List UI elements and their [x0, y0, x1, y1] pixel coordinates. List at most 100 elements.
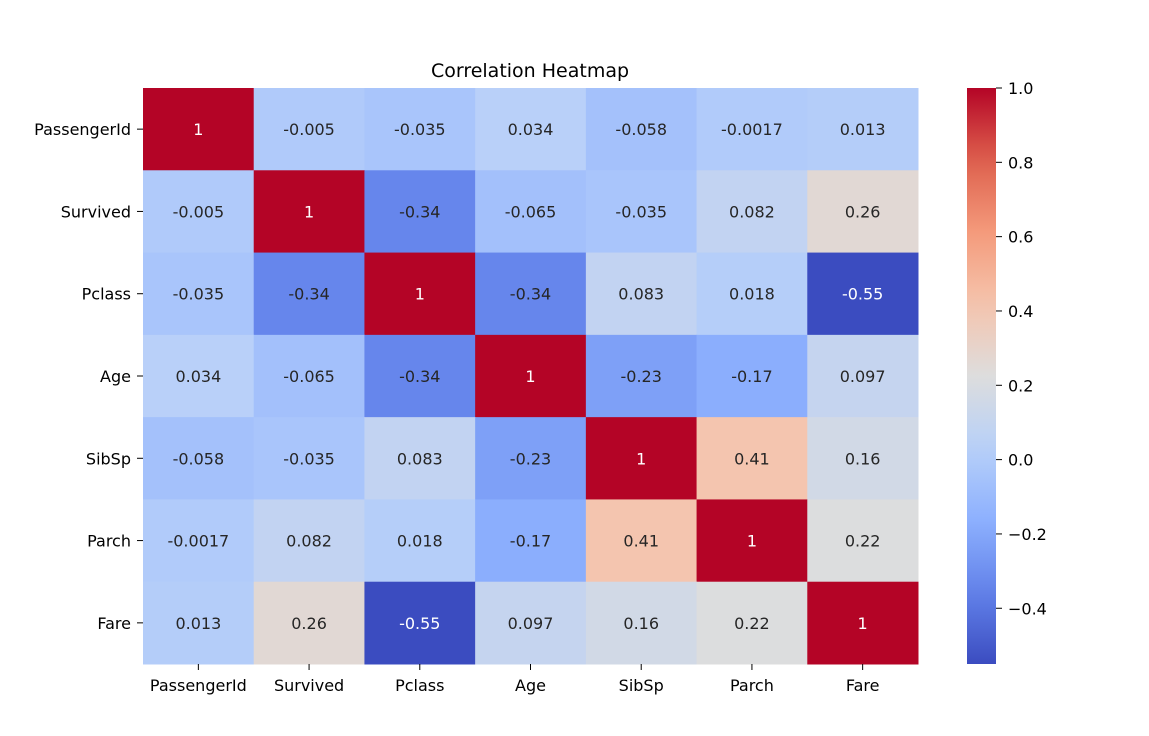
cell-value-label: 1 [525, 367, 535, 386]
heatmap-cell [475, 170, 587, 254]
cell-value-label: 1 [193, 120, 203, 139]
heatmap-cell [696, 581, 808, 665]
y-axis-ticks: PassengerId Survived Pclass Age SibSp Parch Fa… [34, 120, 143, 633]
heatmap-cell [696, 170, 808, 254]
heatmap-cell [143, 581, 255, 665]
heatmap-cell [807, 252, 919, 336]
heatmap-cell [253, 88, 365, 171]
cell-value-label: -0.065 [505, 202, 557, 221]
heatmap-cell [807, 170, 919, 254]
heatmap-cell [475, 334, 587, 418]
heatmap-cell [364, 88, 476, 171]
cell-value-label: -0.17 [510, 532, 551, 551]
cell-value-label: 0.034 [508, 120, 554, 139]
cell-value-label: 1 [636, 449, 646, 468]
y-tick-label: Fare [97, 614, 131, 633]
heatmap-cell [253, 499, 365, 583]
cell-value-label: 0.16 [623, 614, 659, 633]
cell-value-label: -0.035 [615, 202, 667, 221]
y-tick-label: SibSp [86, 449, 131, 468]
heatmap-cell-labels: 1 -0.005 -0.035 0.034 -0.058 -0.0017 0.013 -0.0… [167, 120, 885, 633]
cell-value-label: -0.0017 [721, 120, 783, 139]
heatmap-cell [143, 334, 255, 418]
x-tick-label: Survived [274, 676, 344, 695]
cell-value-label: 0.097 [840, 367, 886, 386]
heatmap-cell [143, 417, 255, 500]
y-tick-label: Age [100, 367, 131, 386]
cell-value-label: 0.16 [845, 449, 881, 468]
heatmap-cell [585, 252, 698, 336]
heatmap-cell [696, 417, 808, 500]
x-tick-label: Age [515, 676, 546, 695]
cell-value-label: -0.035 [173, 285, 225, 304]
cell-value-label: 0.034 [175, 367, 221, 386]
y-tick-label: Pclass [82, 285, 131, 304]
cell-value-label: -0.005 [283, 120, 335, 139]
cell-value-label: -0.058 [173, 449, 225, 468]
heatmap-cell [143, 170, 255, 254]
colorbar-tick-label: 0.2 [1008, 376, 1033, 395]
heatmap-cell [364, 334, 476, 418]
cell-value-label: -0.55 [842, 285, 883, 304]
heatmap-cell [585, 88, 698, 171]
heatmap-cell [585, 581, 698, 665]
cell-value-label: -0.0017 [167, 532, 229, 551]
heatmap-cell [585, 417, 698, 500]
cell-value-label: 0.013 [840, 120, 886, 139]
colorbar-ticks: 1.0 0.8 0.6 0.4 0.2 0.0 −0.2 −0.4 [996, 79, 1047, 618]
x-tick-label: PassengerId [150, 676, 247, 695]
heatmap-cell [253, 581, 365, 665]
heatmap-cell [364, 499, 476, 583]
cell-value-label: -0.34 [288, 285, 329, 304]
heatmap-cells [143, 88, 919, 665]
x-tick-label: SibSp [619, 676, 664, 695]
heatmap-cell [585, 170, 698, 254]
cell-value-label: 0.013 [175, 614, 221, 633]
cell-value-label: -0.065 [283, 367, 335, 386]
cell-value-label: -0.23 [621, 367, 662, 386]
heatmap-cell [807, 334, 919, 418]
colorbar-tick-label: −0.4 [1008, 599, 1047, 618]
cell-value-label: -0.34 [399, 202, 440, 221]
cell-value-label: 0.22 [845, 532, 881, 551]
cell-value-label: -0.34 [399, 367, 440, 386]
cell-value-label: 0.018 [729, 285, 775, 304]
heatmap-cell [696, 252, 808, 336]
cell-value-label: 0.22 [734, 614, 770, 633]
cell-value-label: -0.55 [399, 614, 440, 633]
heatmap-cell [585, 334, 698, 418]
cell-value-label: 1 [304, 202, 314, 221]
cell-value-label: 0.083 [397, 449, 443, 468]
x-tick-label: Parch [730, 676, 774, 695]
cell-value-label: 0.41 [623, 532, 659, 551]
heatmap-cell [364, 170, 476, 254]
cell-value-label: -0.005 [173, 202, 225, 221]
heatmap-cell [253, 170, 365, 254]
heatmap-cell [696, 499, 808, 583]
heatmap-cell [807, 88, 919, 171]
x-tick-label: Pclass [395, 676, 444, 695]
heatmap-cell [475, 417, 587, 500]
heatmap-cell [364, 252, 476, 336]
heatmap-cell [807, 417, 919, 500]
colorbar-tick-label: 0.8 [1008, 153, 1033, 172]
x-axis-ticks: PassengerId Survived Pclass Age SibSp Parch Fa… [150, 664, 880, 695]
cell-value-label: 1 [747, 532, 757, 551]
y-tick-label: Survived [61, 202, 131, 221]
cell-value-label: 0.097 [508, 614, 554, 633]
colorbar-tick-label: 0.6 [1008, 228, 1033, 247]
x-tick-label: Fare [846, 676, 880, 695]
heatmap-cell [807, 581, 919, 665]
heatmap-cell [143, 252, 255, 336]
cell-value-label: -0.17 [731, 367, 772, 386]
cell-value-label: 0.082 [729, 202, 775, 221]
heatmap-cell [253, 417, 365, 500]
heatmap-cell [475, 499, 587, 583]
colorbar-tick-label: 0.4 [1008, 302, 1033, 321]
cell-value-label: 1 [415, 285, 425, 304]
cell-value-label: 0.41 [734, 449, 770, 468]
heatmap-cell [475, 581, 587, 665]
chart-title: Correlation Heatmap [431, 60, 629, 82]
cell-value-label: 0.083 [618, 285, 664, 304]
